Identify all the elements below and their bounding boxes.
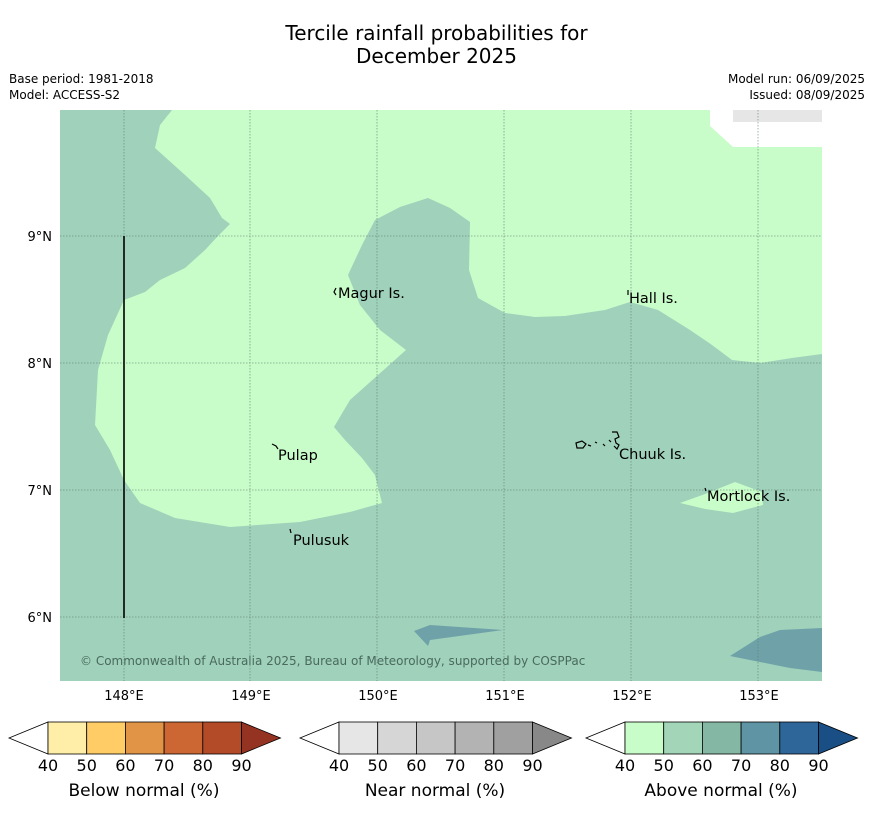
meta-right: Model run: 06/09/2025 Issued: 08/09/2025 (728, 71, 865, 103)
colorbar-below-tick: 50 (77, 756, 97, 775)
colorbar-above-segment (624, 721, 665, 755)
lon-tick-151e: 151°E (485, 689, 525, 704)
colorbar-below-segment (202, 721, 242, 755)
map-area: Magur Is. Hall Is. Pulap Chuuk Is. Mortl… (60, 110, 822, 681)
colorbar-below-under (7, 721, 49, 755)
colorbar-near-tick: 90 (522, 756, 542, 775)
lon-tick-148e: 148°E (104, 689, 144, 704)
base-period: Base period: 1981-2018 (9, 72, 154, 86)
colorbar-above-tick: 90 (808, 756, 828, 775)
map-title: Tercile rainfall probabilities for Decem… (0, 22, 873, 68)
lat-tick-8n: 8°N (28, 357, 53, 372)
legend-above-title: Above normal (%) (644, 781, 798, 801)
region-above-40-50-main (95, 110, 822, 527)
lon-axis: 148°E 149°E 150°E 151°E 152°E 153°E (104, 689, 779, 704)
label-pulap: Pulap (278, 448, 318, 464)
colorbar-above-over (818, 721, 859, 755)
legend-below-title: Below normal (%) (68, 781, 220, 801)
island-mortlock (704, 487, 707, 492)
colorbar-near-segment (338, 721, 379, 755)
colorbar-near-tick: 50 (368, 756, 388, 775)
label-hall: Hall Is. (629, 291, 678, 307)
title-line-1: Tercile rainfall probabilities for (285, 21, 588, 45)
label-mortlock: Mortlock Is. (707, 489, 790, 505)
issued-date: Issued: 08/09/2025 (749, 88, 865, 102)
lat-tick-9n: 9°N (28, 230, 53, 245)
copyright-notice: © Commonwealth of Australia 2025, Bureau… (80, 654, 585, 668)
colorbar-below-tick: 40 (38, 756, 58, 775)
meta-left: Base period: 1981-2018 Model: ACCESS-S2 (9, 71, 154, 103)
colorbar-above-segment (702, 721, 742, 755)
colorbar-below-segment (125, 721, 165, 755)
colorbar-below-tick: 90 (231, 756, 251, 775)
colorbar-above-tick: 80 (770, 756, 790, 775)
island-magur (333, 287, 337, 296)
colorbar-near-segment (493, 721, 533, 755)
region-above-60-70-a (414, 625, 503, 646)
colorbar-above-under (584, 721, 626, 755)
lon-tick-152e: 152°E (612, 689, 652, 704)
colorbar-near-tick: 60 (406, 756, 426, 775)
colorbar-below-segment (86, 721, 126, 755)
island-pulap (271, 443, 279, 450)
colorbar-near-segment (454, 721, 495, 755)
island-outlines (271, 287, 707, 534)
colorbar-near-tick: 40 (329, 756, 349, 775)
lon-tick-150e: 150°E (358, 689, 398, 704)
colorbar-near-tick: 70 (445, 756, 465, 775)
island-pulusuk (289, 528, 292, 534)
colorbar-below-tick: 70 (154, 756, 174, 775)
lon-tick-149e: 149°E (231, 689, 271, 704)
island-chuuk (575, 431, 620, 451)
model-name: Model: ACCESS-S2 (9, 88, 121, 102)
colorbar-above-segment (779, 721, 819, 755)
place-labels: Magur Is. Hall Is. Pulap Chuuk Is. Mortl… (278, 286, 790, 549)
lat-tick-7n: 7°N (28, 484, 53, 499)
colorbar-near-tick: 80 (484, 756, 504, 775)
colorbar-above-segment (663, 721, 703, 755)
colorbar-near: 40 50 60 70 80 90 (298, 721, 573, 775)
colorbar-above-segment (740, 721, 781, 755)
label-magur: Magur Is. (338, 286, 405, 302)
label-chuuk: Chuuk Is. (619, 447, 686, 463)
colorbar-above-tick: 70 (731, 756, 751, 775)
colorbar-above: 40 50 60 70 80 90 (584, 721, 859, 775)
colorbar-near-under (298, 721, 340, 755)
model-run: Model run: 06/09/2025 (727, 72, 865, 86)
colorbars: 40 50 60 70 80 90 40 50 60 70 80 90 40 50 60 70 80 90 (7, 721, 859, 775)
legend-near-title: Near normal (%) (364, 781, 506, 801)
colorbar-below-segment (47, 721, 88, 755)
colorbar-above-tick: 60 (692, 756, 712, 775)
lat-tick-6n: 6°N (28, 611, 53, 626)
colorbar-near-segment (377, 721, 417, 755)
lat-axis: 9°N 8°N 7°N 6°N (28, 230, 53, 626)
colorbar-near-segment (415, 721, 456, 755)
gridlines (60, 110, 822, 681)
no-data-gray (733, 110, 822, 122)
colorbar-above-tick: 50 (654, 756, 674, 775)
colorbar-below-over (241, 721, 282, 755)
colorbar-below: 40 50 60 70 80 90 (7, 721, 282, 775)
label-pulusuk: Pulusuk (293, 533, 350, 549)
colorbar-below-segment (163, 721, 204, 755)
title-line-2: December 2025 (356, 44, 517, 68)
colorbar-below-tick: 60 (115, 756, 135, 775)
region-above-60-70-b (730, 628, 822, 672)
lon-tick-153e: 153°E (739, 689, 779, 704)
colorbar-above-tick: 40 (615, 756, 635, 775)
colorbar-below-tick: 80 (193, 756, 213, 775)
colorbar-near-over (532, 721, 573, 755)
